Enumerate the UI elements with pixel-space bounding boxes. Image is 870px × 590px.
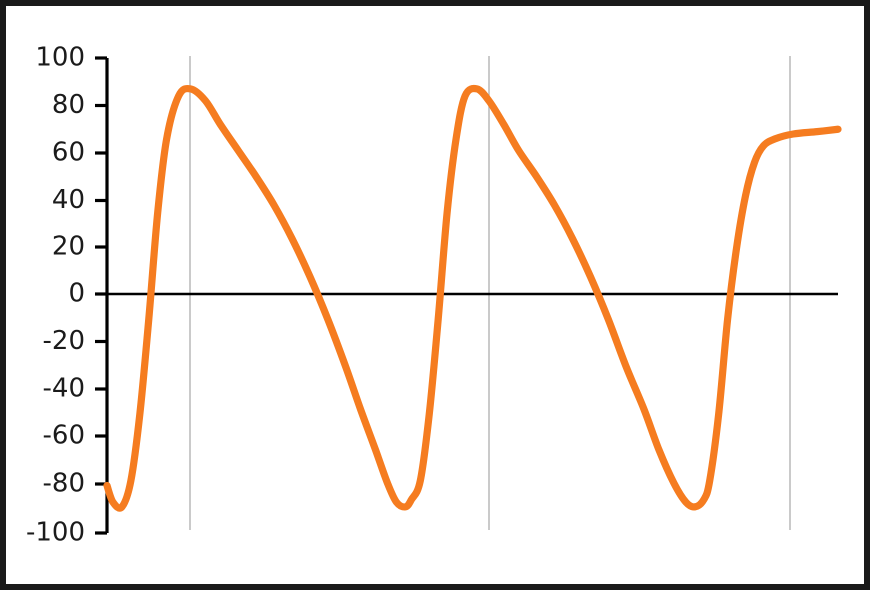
y-tick-label: -60 bbox=[43, 421, 85, 451]
y-tick-label: -80 bbox=[43, 469, 85, 499]
y-tick-label: -100 bbox=[26, 518, 85, 548]
y-tick-label: 20 bbox=[52, 232, 85, 262]
sawtooth-series-line bbox=[103, 84, 842, 512]
plot-canvas: 100 80 60 40 20 0 -20 -40 -60 -80 -100 bbox=[6, 6, 864, 584]
y-tick-label: 40 bbox=[52, 185, 85, 215]
y-tick-label: -20 bbox=[43, 326, 85, 356]
y-axis-ticks bbox=[95, 56, 107, 535]
y-tick-label: 100 bbox=[35, 43, 85, 73]
y-tick-label: 0 bbox=[68, 279, 85, 309]
y-tick-label: 60 bbox=[52, 138, 85, 168]
y-tick-label: -40 bbox=[43, 374, 85, 404]
sawtooth-plot: 100 80 60 40 20 0 -20 -40 -60 -80 -100 bbox=[26, 43, 842, 548]
y-axis-tick-labels: 100 80 60 40 20 0 -20 -40 -60 -80 -100 bbox=[26, 43, 85, 548]
y-tick-label: 80 bbox=[52, 90, 85, 120]
